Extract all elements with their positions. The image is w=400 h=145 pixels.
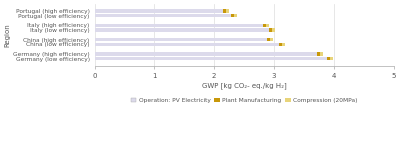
Bar [234,14,237,18]
Bar [94,9,223,13]
Bar [272,28,275,32]
Bar [327,57,330,60]
Bar [269,28,272,32]
Bar [94,28,269,32]
Bar [94,14,231,18]
Bar [317,52,320,56]
Bar [270,38,273,41]
Y-axis label: Region: Region [4,23,10,47]
Bar [330,57,333,60]
Bar [231,14,234,18]
Bar [94,38,267,41]
Bar [94,24,263,27]
Bar [94,43,279,46]
Bar [263,24,266,27]
Bar [282,43,285,46]
Bar [94,57,327,60]
Bar [279,43,282,46]
Bar [226,9,229,13]
Bar [223,9,226,13]
Legend: Operation: PV Electricity, Plant Manufacturing, Compression (20MPa): Operation: PV Electricity, Plant Manufac… [128,96,360,106]
Bar [267,38,270,41]
Bar [266,24,269,27]
Bar [94,52,317,56]
X-axis label: GWP [kg CO₂- eq./kg H₂]: GWP [kg CO₂- eq./kg H₂] [202,82,286,89]
Bar [320,52,323,56]
